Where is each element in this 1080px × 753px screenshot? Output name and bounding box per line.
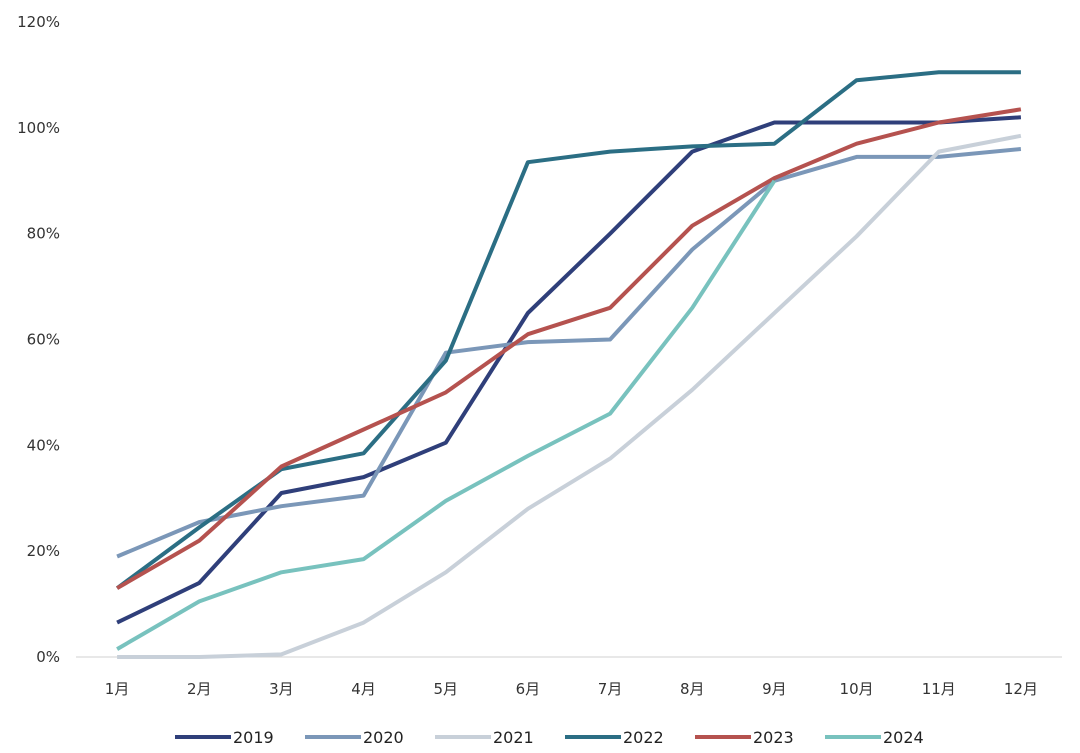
x-axis: 1月 2月 3月 4月 5月 6月 7月 8月 9月 10月 11月 12月 — [105, 680, 1038, 698]
legend-label-2023: 2023 — [753, 728, 794, 747]
legend: 2019 2020 2021 2022 2023 2024 — [175, 728, 924, 747]
x-tick-label: 6月 — [516, 680, 541, 698]
y-tick-label: 80% — [27, 225, 60, 243]
legend-label-2019: 2019 — [233, 728, 274, 747]
x-tick-label: 1月 — [105, 680, 130, 698]
plot-area — [115, 70, 1022, 659]
x-tick-label: 8月 — [680, 680, 705, 698]
x-tick-label: 9月 — [762, 680, 787, 698]
x-tick-label: 4月 — [351, 680, 376, 698]
series-line-2021 — [117, 133, 1022, 659]
y-tick-label: 100% — [17, 119, 60, 137]
series-line-2020 — [116, 147, 1022, 559]
x-tick-label: 7月 — [598, 680, 623, 698]
x-tick-label: 2月 — [187, 680, 212, 698]
y-tick-label: 60% — [27, 331, 60, 349]
legend-label-2020: 2020 — [363, 728, 404, 747]
x-tick-label: 10月 — [840, 680, 874, 698]
y-tick-label: 120% — [17, 13, 60, 31]
series-line-2019 — [116, 115, 1022, 625]
x-tick-label: 5月 — [433, 680, 458, 698]
y-tick-label: 40% — [27, 436, 60, 454]
legend-label-2024: 2024 — [883, 728, 924, 747]
y-tick-label: 20% — [27, 542, 60, 560]
series-line-2023 — [116, 107, 1022, 590]
legend-label-2022: 2022 — [623, 728, 664, 747]
x-tick-label: 12月 — [1004, 680, 1038, 698]
series-line-2024 — [116, 179, 777, 651]
x-tick-label: 3月 — [269, 680, 294, 698]
y-tick-label: 0% — [36, 648, 60, 666]
legend-label-2021: 2021 — [493, 728, 534, 747]
x-tick-label: 11月 — [922, 680, 956, 698]
y-axis: 0% 20% 40% 60% 80% 100% 120% — [17, 13, 60, 666]
